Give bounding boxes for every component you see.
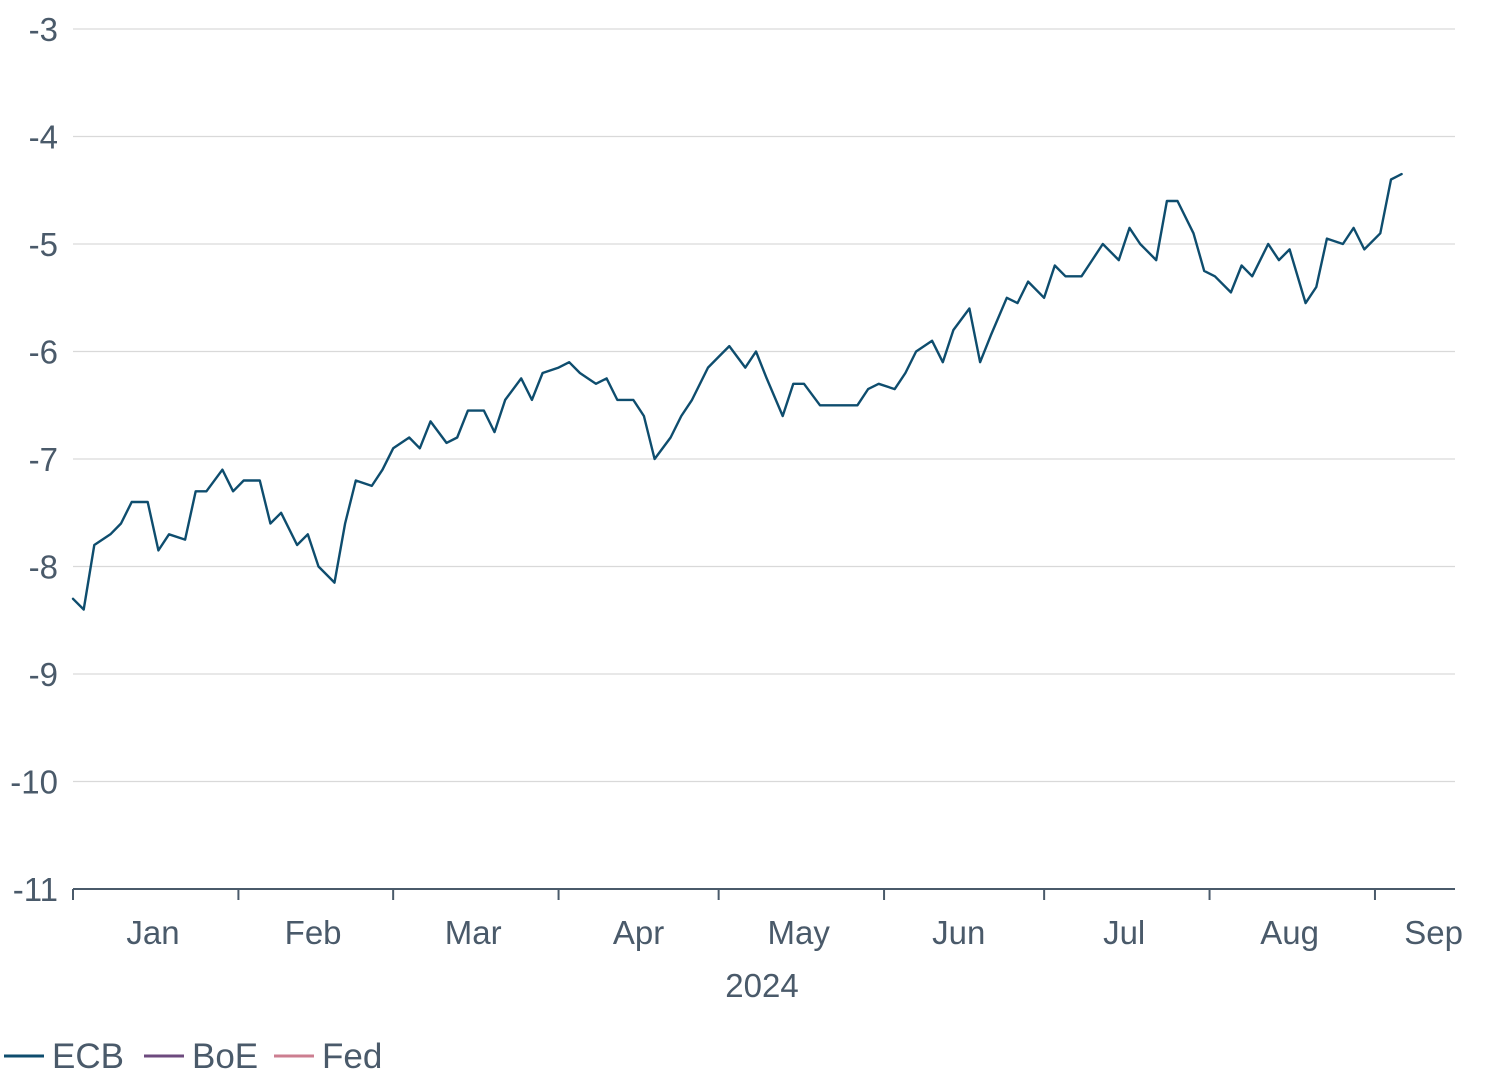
y-tick-label: -9 (29, 656, 58, 693)
x-tick-label-jul: Jul (1103, 914, 1145, 951)
series-lines (71, 172, 1403, 611)
legend-item-ecb: ECB (4, 1037, 124, 1076)
x-axis: Jan Feb Mar Apr May Jun Jul Aug Sep (72, 888, 1463, 951)
x-tick-label-mar: Mar (445, 914, 502, 951)
x-tick-label-feb: Feb (285, 914, 342, 951)
y-tick-label: -5 (29, 226, 58, 263)
legend-item-boe: BoE (144, 1037, 258, 1076)
legend-item-fed: Fed (274, 1037, 382, 1076)
legend: ECB BoE Fed (4, 1037, 382, 1076)
y-tick-label: -6 (29, 334, 58, 371)
x-tick-label-apr: Apr (613, 914, 664, 951)
x-tick-label-sep: Sep (1404, 914, 1463, 951)
x-tick-label-may: May (768, 914, 831, 951)
x-tick-label-aug: Aug (1260, 914, 1319, 951)
y-tick-label: -11 (13, 871, 58, 908)
series-line-ecb (71, 172, 1403, 611)
y-tick-label: -7 (29, 441, 58, 478)
x-axis-label: 2024 (725, 967, 798, 1004)
y-tick-label: -10 (10, 764, 58, 801)
x-tick-label-jun: Jun (932, 914, 985, 951)
x-tick-label-jan: Jan (126, 914, 179, 951)
y-tick-label: -4 (29, 119, 58, 156)
y-axis-tick-labels: -3 -4 -5 -6 -7 -8 -9 -10 -11 (10, 11, 58, 908)
y-tick-label: -8 (29, 549, 58, 586)
grid-lines (73, 28, 1455, 783)
legend-label: Fed (322, 1037, 382, 1076)
legend-label: ECB (52, 1037, 124, 1076)
legend-label: BoE (192, 1037, 258, 1076)
y-tick-label: -3 (29, 11, 58, 48)
